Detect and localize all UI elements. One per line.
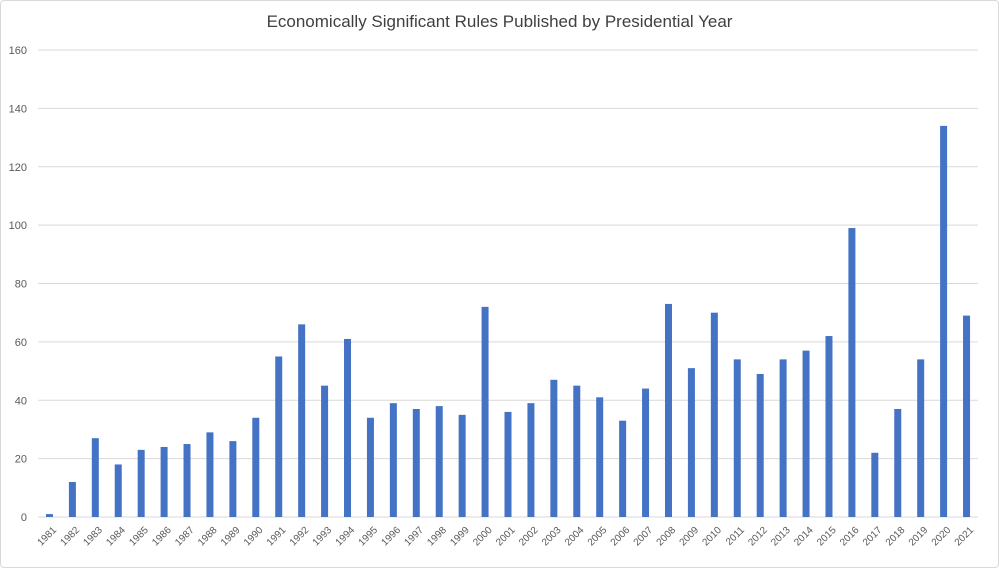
x-tick-label: 1984: [104, 525, 128, 549]
bar-1988: [206, 432, 214, 517]
bar-2015: [825, 336, 833, 517]
x-tick-label: 1997: [402, 525, 426, 549]
bar-2017: [871, 452, 879, 517]
bar-2019: [917, 359, 925, 517]
y-tick-label: 0: [21, 512, 27, 524]
x-tick-label: 2001: [494, 525, 518, 549]
x-tick-label: 2021: [953, 525, 977, 549]
bar-2012: [756, 373, 764, 517]
x-tick-label: 1998: [425, 525, 449, 549]
bar-2005: [596, 397, 604, 517]
bar-1998: [435, 406, 443, 517]
y-tick-label: 20: [15, 454, 27, 466]
x-tick-label: 1999: [448, 525, 472, 549]
y-axis-ticks: 0 20 40 60 80 100 120 140 160: [9, 45, 27, 524]
x-tick-label: 2009: [678, 525, 702, 549]
x-tick-label: 2007: [632, 525, 656, 549]
bar-1993: [321, 385, 329, 517]
x-tick-label: 2006: [609, 525, 633, 549]
x-tick-label: 2020: [930, 525, 954, 549]
x-tick-label: 1989: [219, 525, 243, 549]
bar-2013: [779, 359, 787, 517]
x-tick-label: 2015: [815, 525, 839, 549]
x-tick-label: 1985: [127, 525, 151, 549]
x-tick-label: 1996: [380, 525, 404, 549]
y-tick-label: 60: [15, 337, 27, 349]
bar-2010: [710, 312, 718, 517]
y-tick-label: 120: [9, 162, 27, 174]
bar-2000: [481, 306, 489, 517]
gridlines: [38, 49, 978, 518]
x-tick-label: 2005: [586, 525, 610, 549]
x-tick-label: 2018: [884, 525, 908, 549]
bar-1981: [45, 514, 53, 517]
bar-2009: [687, 368, 695, 517]
x-tick-label: 2019: [907, 525, 931, 549]
bar-2014: [802, 350, 810, 517]
bar-2001: [504, 411, 512, 517]
bar-1999: [458, 414, 466, 517]
bar-2016: [848, 228, 856, 517]
x-tick-label: 1992: [288, 525, 312, 549]
x-tick-label: 1988: [196, 525, 220, 549]
x-tick-label: 2016: [838, 525, 862, 549]
x-tick-label: 2003: [540, 525, 564, 549]
bar-2021: [963, 315, 971, 517]
bar-2003: [550, 379, 558, 517]
x-tick-label: 1991: [265, 525, 289, 549]
x-tick-label: 2012: [746, 525, 770, 549]
bar-2007: [642, 388, 650, 517]
y-tick-label: 140: [9, 103, 27, 115]
x-tick-label: 2010: [700, 525, 724, 549]
bar-2004: [573, 385, 581, 517]
y-tick-label: 40: [15, 395, 27, 407]
x-tick-label: 2013: [769, 525, 793, 549]
bar-1984: [114, 464, 122, 517]
bars: [45, 125, 971, 517]
bar-2008: [664, 303, 672, 517]
x-tick-label: 2002: [517, 525, 541, 549]
x-tick-label: 2000: [471, 525, 495, 549]
x-tick-label: 2008: [655, 525, 679, 549]
bar-1990: [252, 417, 260, 517]
bar-1987: [183, 444, 191, 517]
x-tick-label: 2011: [724, 525, 747, 548]
y-tick-label: 100: [9, 220, 27, 232]
bar-1991: [275, 356, 283, 517]
bar-1982: [68, 481, 76, 517]
x-tick-label: 1995: [357, 525, 381, 549]
x-tick-label: 2014: [792, 525, 816, 549]
x-axis-ticks: 1981 1982 1983 1984 1985 1986 1987 1988 1989 1990…: [36, 525, 977, 549]
bar-1995: [366, 417, 374, 517]
x-tick-label: 1982: [59, 525, 83, 549]
x-tick-label: 1994: [334, 525, 358, 549]
bar-1992: [298, 324, 306, 517]
bar-1989: [229, 441, 237, 517]
bar-1985: [137, 449, 145, 517]
y-tick-label: 160: [9, 45, 27, 57]
x-tick-label: 2017: [861, 525, 885, 549]
bar-2018: [894, 409, 902, 517]
bar-1997: [412, 409, 420, 517]
x-tick-label: 1987: [173, 525, 197, 549]
x-tick-label: 1990: [242, 525, 266, 549]
y-tick-label: 80: [15, 279, 27, 291]
chart-title: Economically Significant Rules Published…: [266, 12, 733, 31]
x-tick-label: 1993: [311, 525, 335, 549]
x-tick-label: 1983: [81, 525, 105, 549]
x-tick-label: 1981: [36, 525, 60, 549]
bar-2006: [619, 420, 627, 517]
bar-1983: [91, 438, 99, 517]
bar-1986: [160, 446, 168, 517]
x-tick-label: 2004: [563, 525, 587, 549]
bar-1994: [344, 338, 352, 517]
x-tick-label: 1986: [150, 525, 174, 549]
bar-1996: [389, 403, 397, 517]
bar-2011: [733, 359, 741, 517]
bar-2002: [527, 403, 535, 517]
bar-2020: [940, 125, 948, 517]
